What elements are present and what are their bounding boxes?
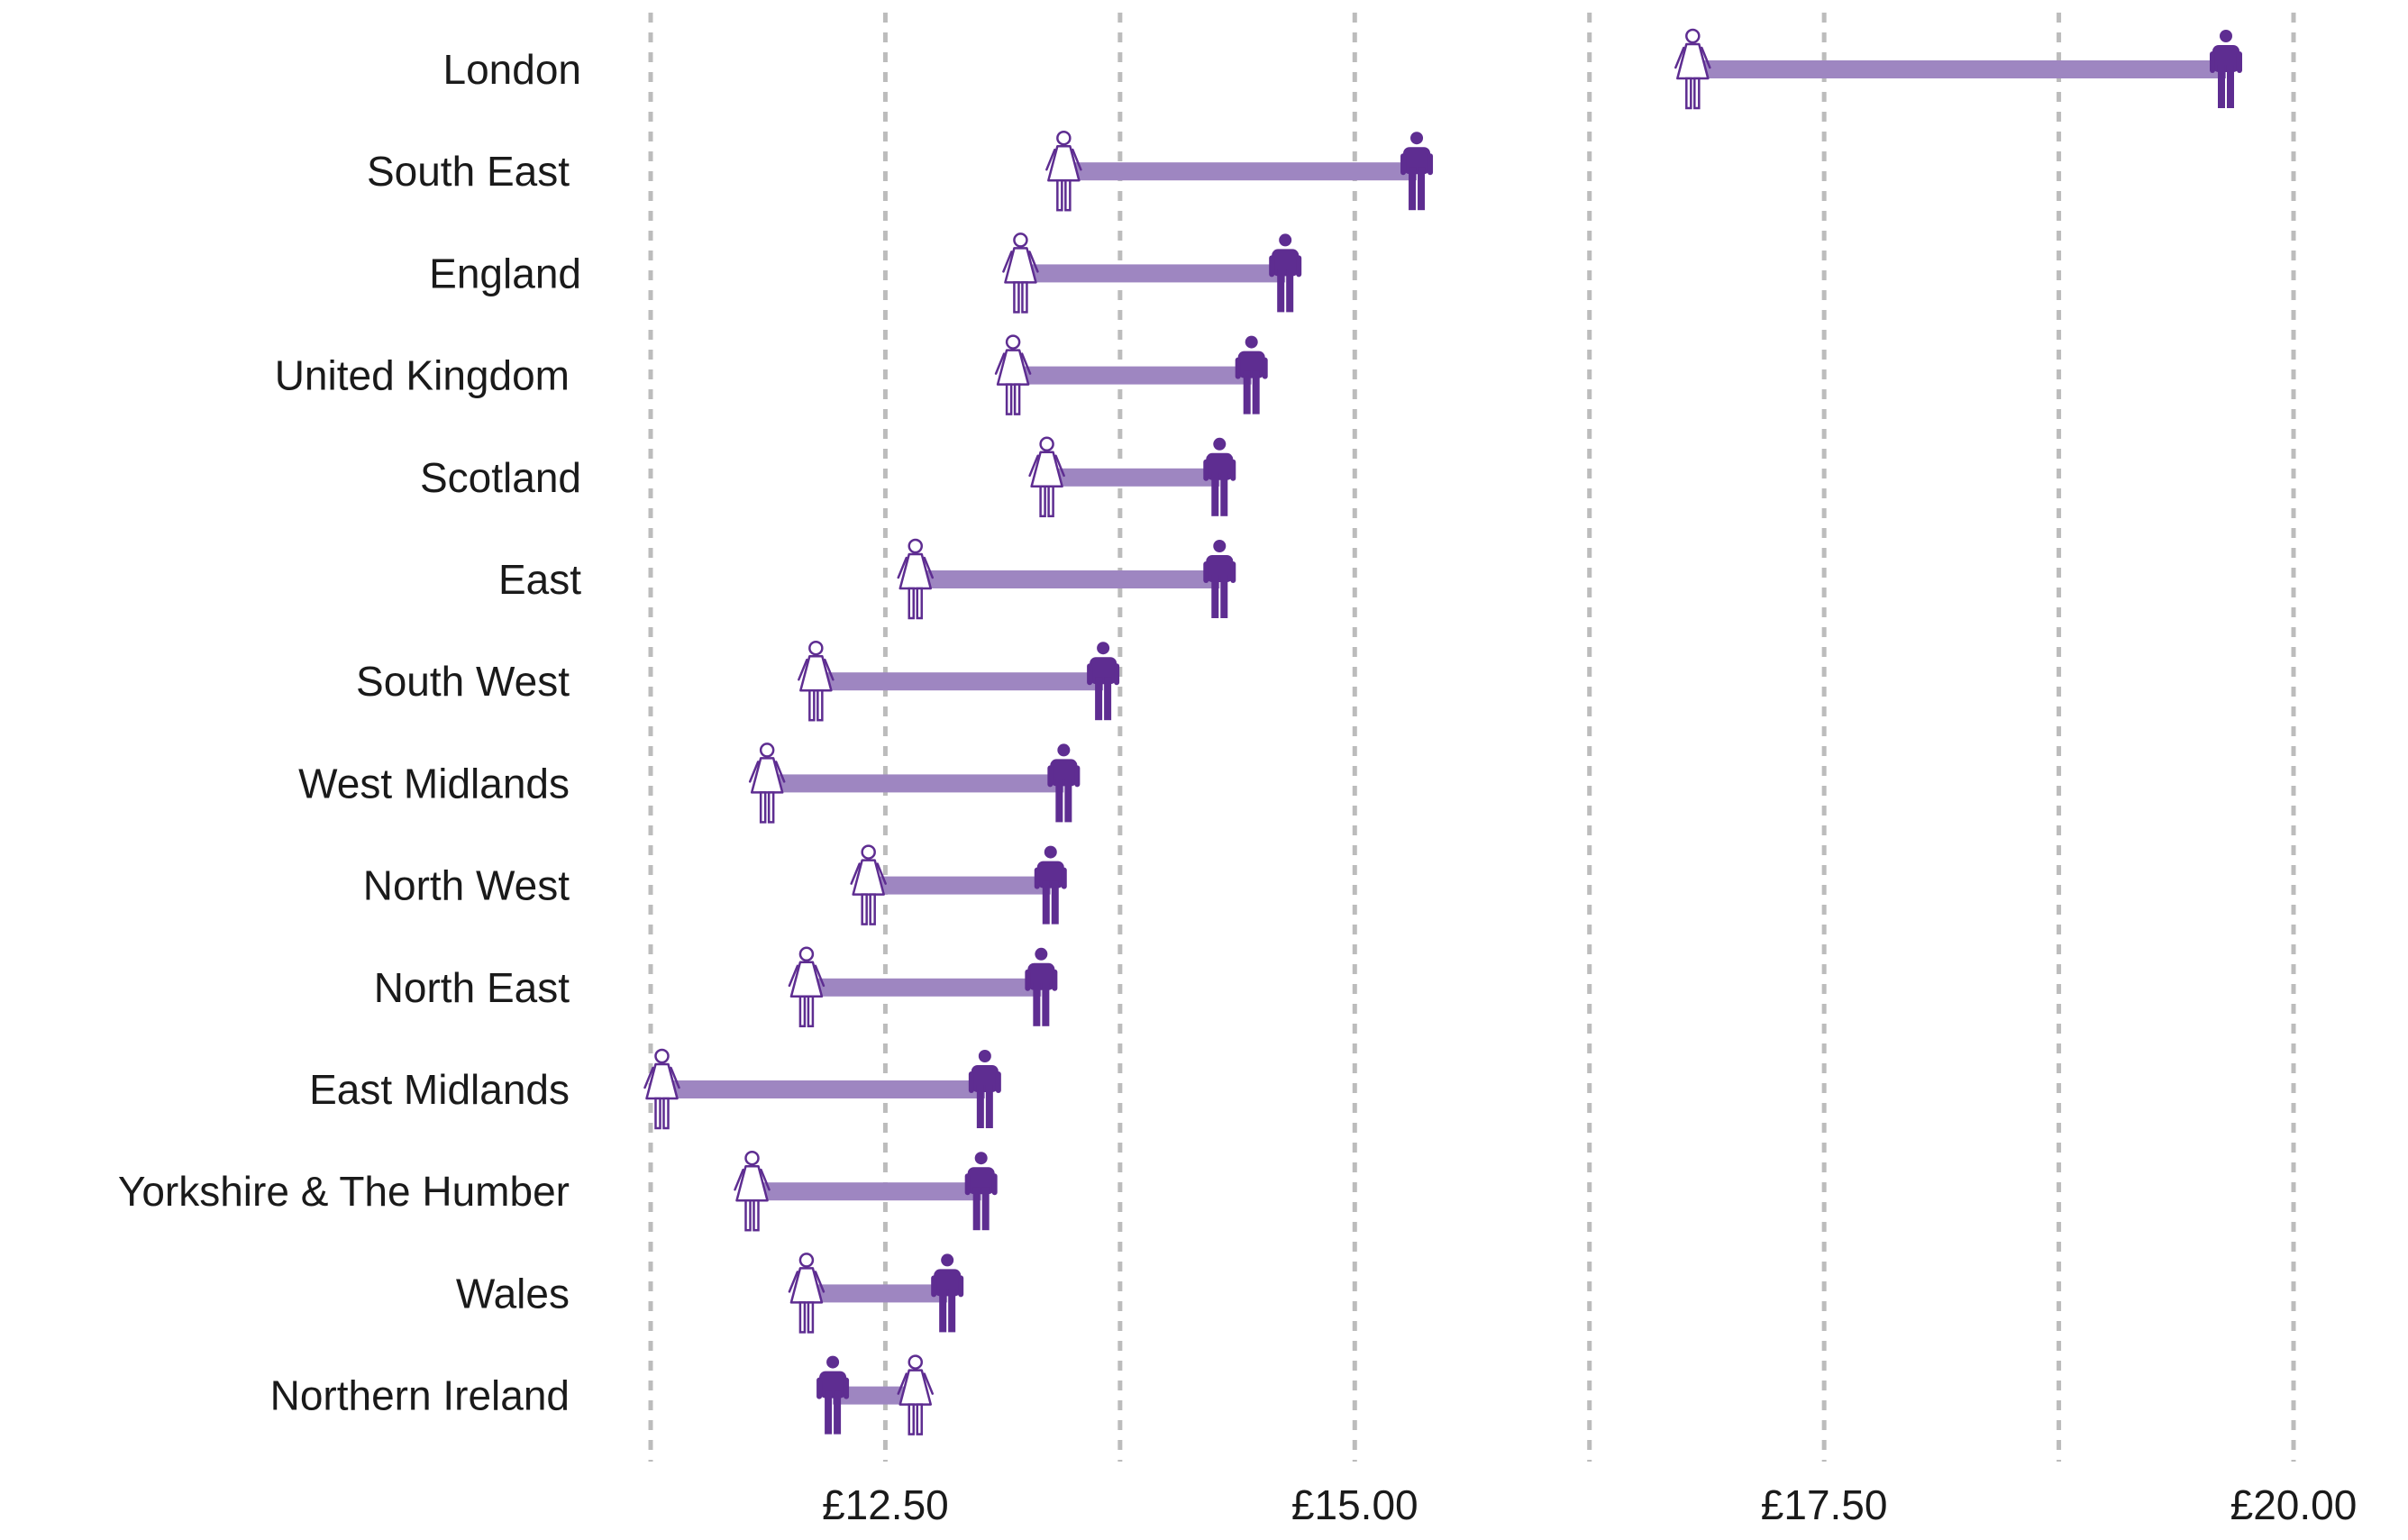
man-icon [1087,642,1120,721]
region-label: London [443,46,582,93]
woman-icon [748,743,786,824]
woman-icon [643,1048,680,1130]
gap-bar [1692,60,2226,78]
man-icon [1203,437,1236,516]
gap-bar [806,1284,948,1303]
woman-icon [897,538,935,620]
region-labels: London South East England United Kingdom Sco… [118,46,581,1419]
gap-bar [1046,468,1220,487]
woman-icon [1045,130,1082,212]
man-icon [931,1253,964,1333]
gap-bars [661,60,2226,1405]
man-icon [964,1152,998,1231]
gap-bar [661,1080,985,1098]
woman-icon [994,334,1032,415]
region-label: Northern Ireland [270,1372,570,1419]
gap-bar [915,570,1220,588]
man-icon [1235,335,1268,415]
woman-icon [850,844,887,925]
gap-bar [816,672,1104,691]
region-label: Scotland [420,454,581,501]
man-icon [1025,947,1058,1026]
gap-bar [1020,264,1286,283]
region-label: East [498,556,581,603]
woman-icon [1674,28,1711,110]
man-icon [1047,743,1081,823]
region-label: Yorkshire & The Humber [118,1168,570,1215]
man-icon [2209,30,2242,108]
x-tick-label: £17.50 [1761,1481,1888,1528]
man-icon [1400,132,1434,211]
region-label: North West [363,862,570,909]
woman-icon [798,640,835,722]
woman-icon [788,946,825,1028]
region-label: Wales [456,1270,570,1317]
gap-bar [806,978,1042,997]
gridlines [648,13,2296,1462]
x-tick-label: £15.00 [1291,1481,1418,1528]
gap-bar [1063,162,1418,181]
gap-bar [868,876,1051,895]
woman-icon [1028,436,1065,518]
man-icon [968,1050,1001,1128]
x-axis-tick-labels: £12.50 £15.00 £17.50 £20.00 [822,1481,2357,1528]
region-label: South West [356,658,570,705]
man-icon [1034,845,1067,925]
woman-icon [734,1150,771,1232]
person-icons [643,28,2242,1435]
region-label: East Midlands [309,1066,570,1113]
man-icon [816,1355,850,1435]
region-label: North East [374,964,570,1011]
woman-icon [897,1354,935,1435]
gap-bar [752,1182,981,1201]
x-tick-label: £12.50 [822,1481,949,1528]
x-tick-label: £20.00 [2230,1481,2358,1528]
gap-bar [833,1386,916,1405]
region-label: England [429,250,581,296]
gap-bar [1013,366,1252,385]
woman-icon [1002,232,1039,314]
woman-icon [788,1253,825,1334]
region-label: United Kingdom [275,352,570,399]
region-label: West Midlands [298,760,570,806]
man-icon [1269,233,1302,313]
man-icon [1203,540,1236,618]
region-label: South East [367,148,570,195]
gap-bar [767,774,1064,793]
